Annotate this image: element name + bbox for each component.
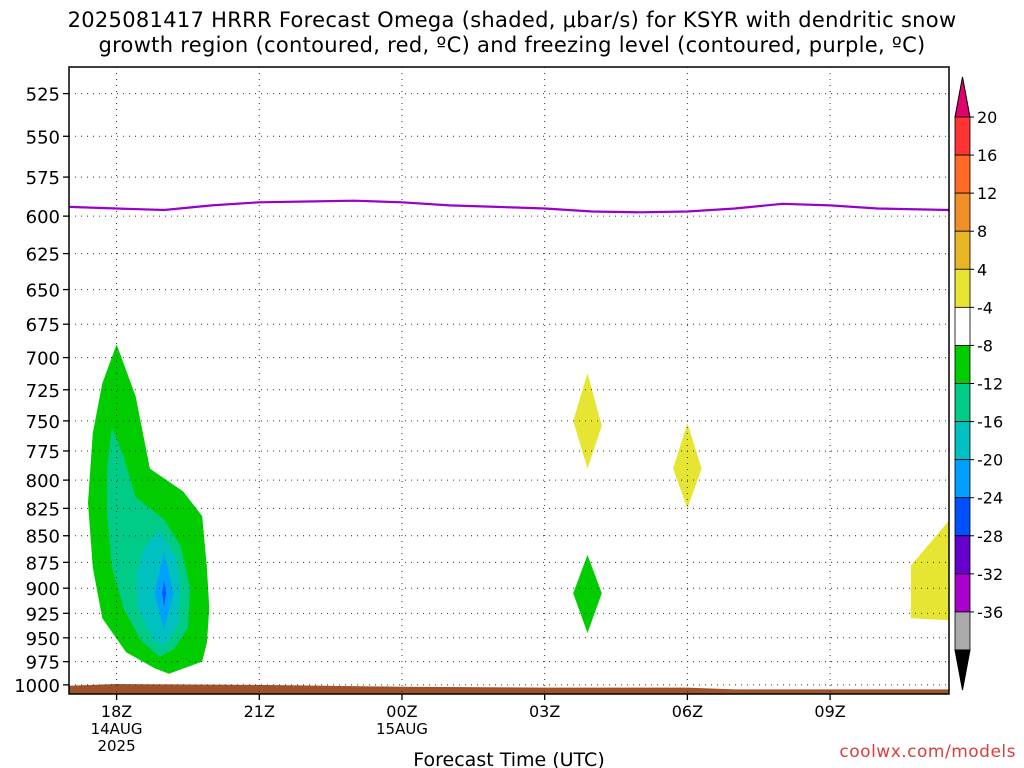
colorbar-bin-11 [954, 535, 971, 575]
colorbar-bin-8 [954, 421, 971, 461]
title-line-1: 2025081417 HRRR Forecast Omega (shaded, … [67, 8, 957, 32]
colorbar-label-6: -8 [977, 336, 993, 355]
colorbar-label-8: -16 [977, 413, 1003, 432]
ytick-label-950: 950 [26, 629, 60, 650]
colorbar-label-12: -32 [977, 565, 1003, 584]
colorbar-bin-10 [954, 497, 971, 537]
omega-region-7 [673, 423, 702, 509]
omega-region-8 [910, 520, 949, 621]
credit-text: coolwx.com/models [839, 742, 1016, 762]
ytick-label-750: 750 [26, 412, 60, 433]
colorbar-label-5: -4 [977, 298, 993, 317]
xtick-label-0-0: 18Z [101, 702, 132, 721]
plot-frame [68, 66, 950, 695]
colorbar-bin-0 [954, 116, 971, 156]
colorbar-bin-12 [954, 573, 971, 613]
colorbar-bin-2 [954, 192, 971, 232]
chart-title: 2025081417 HRRR Forecast Omega (shaded, … [0, 8, 1024, 58]
colorbar-top-arrow [954, 76, 971, 118]
ytick-label-650: 650 [26, 281, 60, 302]
ytick-label-725: 725 [26, 381, 60, 402]
ytick-label-700: 700 [26, 349, 60, 370]
xtick-label-6-1: 15AUG [376, 720, 428, 738]
ytick-label-825: 825 [26, 499, 60, 520]
colorbar-label-7: -12 [977, 375, 1003, 394]
ytick-label-600: 600 [26, 207, 60, 228]
xtick-label-6-0: 00Z [386, 702, 417, 721]
colorbar-label-10: -24 [977, 489, 1003, 508]
colorbar-bin-3 [954, 230, 971, 270]
ytick-label-525: 525 [26, 85, 60, 106]
colorbar-bin-6 [954, 345, 971, 384]
x-axis-label: Forecast Time (UTC) [413, 749, 604, 768]
colorbar-bottom-arrow [954, 649, 971, 691]
colorbar-label-3: 8 [977, 222, 987, 241]
ytick-label-850: 850 [26, 527, 60, 548]
xtick-label-9-0: 03Z [529, 702, 560, 721]
colorbar-label-0: 20 [977, 108, 997, 127]
ytick-label-550: 550 [26, 127, 60, 148]
colorbar-bin-4 [954, 268, 971, 308]
colorbar-bin-13 [954, 611, 971, 651]
ytick-label-675: 675 [26, 315, 60, 336]
colorbar-label-2: 12 [977, 184, 997, 203]
surface-terrain [69, 684, 949, 694]
xtick-label-3-0: 21Z [244, 702, 275, 721]
colorbar-bin-7 [954, 383, 971, 422]
ytick-label-975: 975 [26, 653, 60, 674]
colorbar-label-11: -28 [977, 527, 1003, 546]
ytick-label-575: 575 [26, 168, 60, 189]
colorbar-label-9: -20 [977, 451, 1003, 470]
ytick-label-875: 875 [26, 553, 60, 574]
omega-region-5 [573, 555, 602, 633]
ytick-label-1000: 1000 [14, 676, 60, 697]
colorbar-bin-1 [954, 154, 971, 194]
colorbar-label-13: -36 [977, 603, 1003, 622]
ytick-label-900: 900 [26, 579, 60, 600]
colorbar-bin-5 [954, 306, 971, 346]
ytick-label-775: 775 [26, 442, 60, 463]
xtick-label-12-0: 06Z [672, 702, 703, 721]
colorbar-label-1: 16 [977, 146, 997, 165]
ytick-label-800: 800 [26, 471, 60, 492]
colorbar-bin-9 [954, 459, 971, 499]
title-line-2: growth region (contoured, red, ºC) and f… [98, 33, 926, 57]
ytick-label-625: 625 [26, 245, 60, 266]
colorbar-label-4: 4 [977, 260, 987, 279]
xtick-label-15-0: 09Z [814, 702, 845, 721]
omega-region-4 [162, 581, 166, 607]
omega-region-6 [573, 373, 602, 469]
xtick-label-0-2: 2025 [97, 737, 135, 755]
ytick-label-925: 925 [26, 604, 60, 625]
xtick-label-0-1: 14AUG [91, 720, 143, 738]
freezing-level-line [68, 199, 950, 214]
